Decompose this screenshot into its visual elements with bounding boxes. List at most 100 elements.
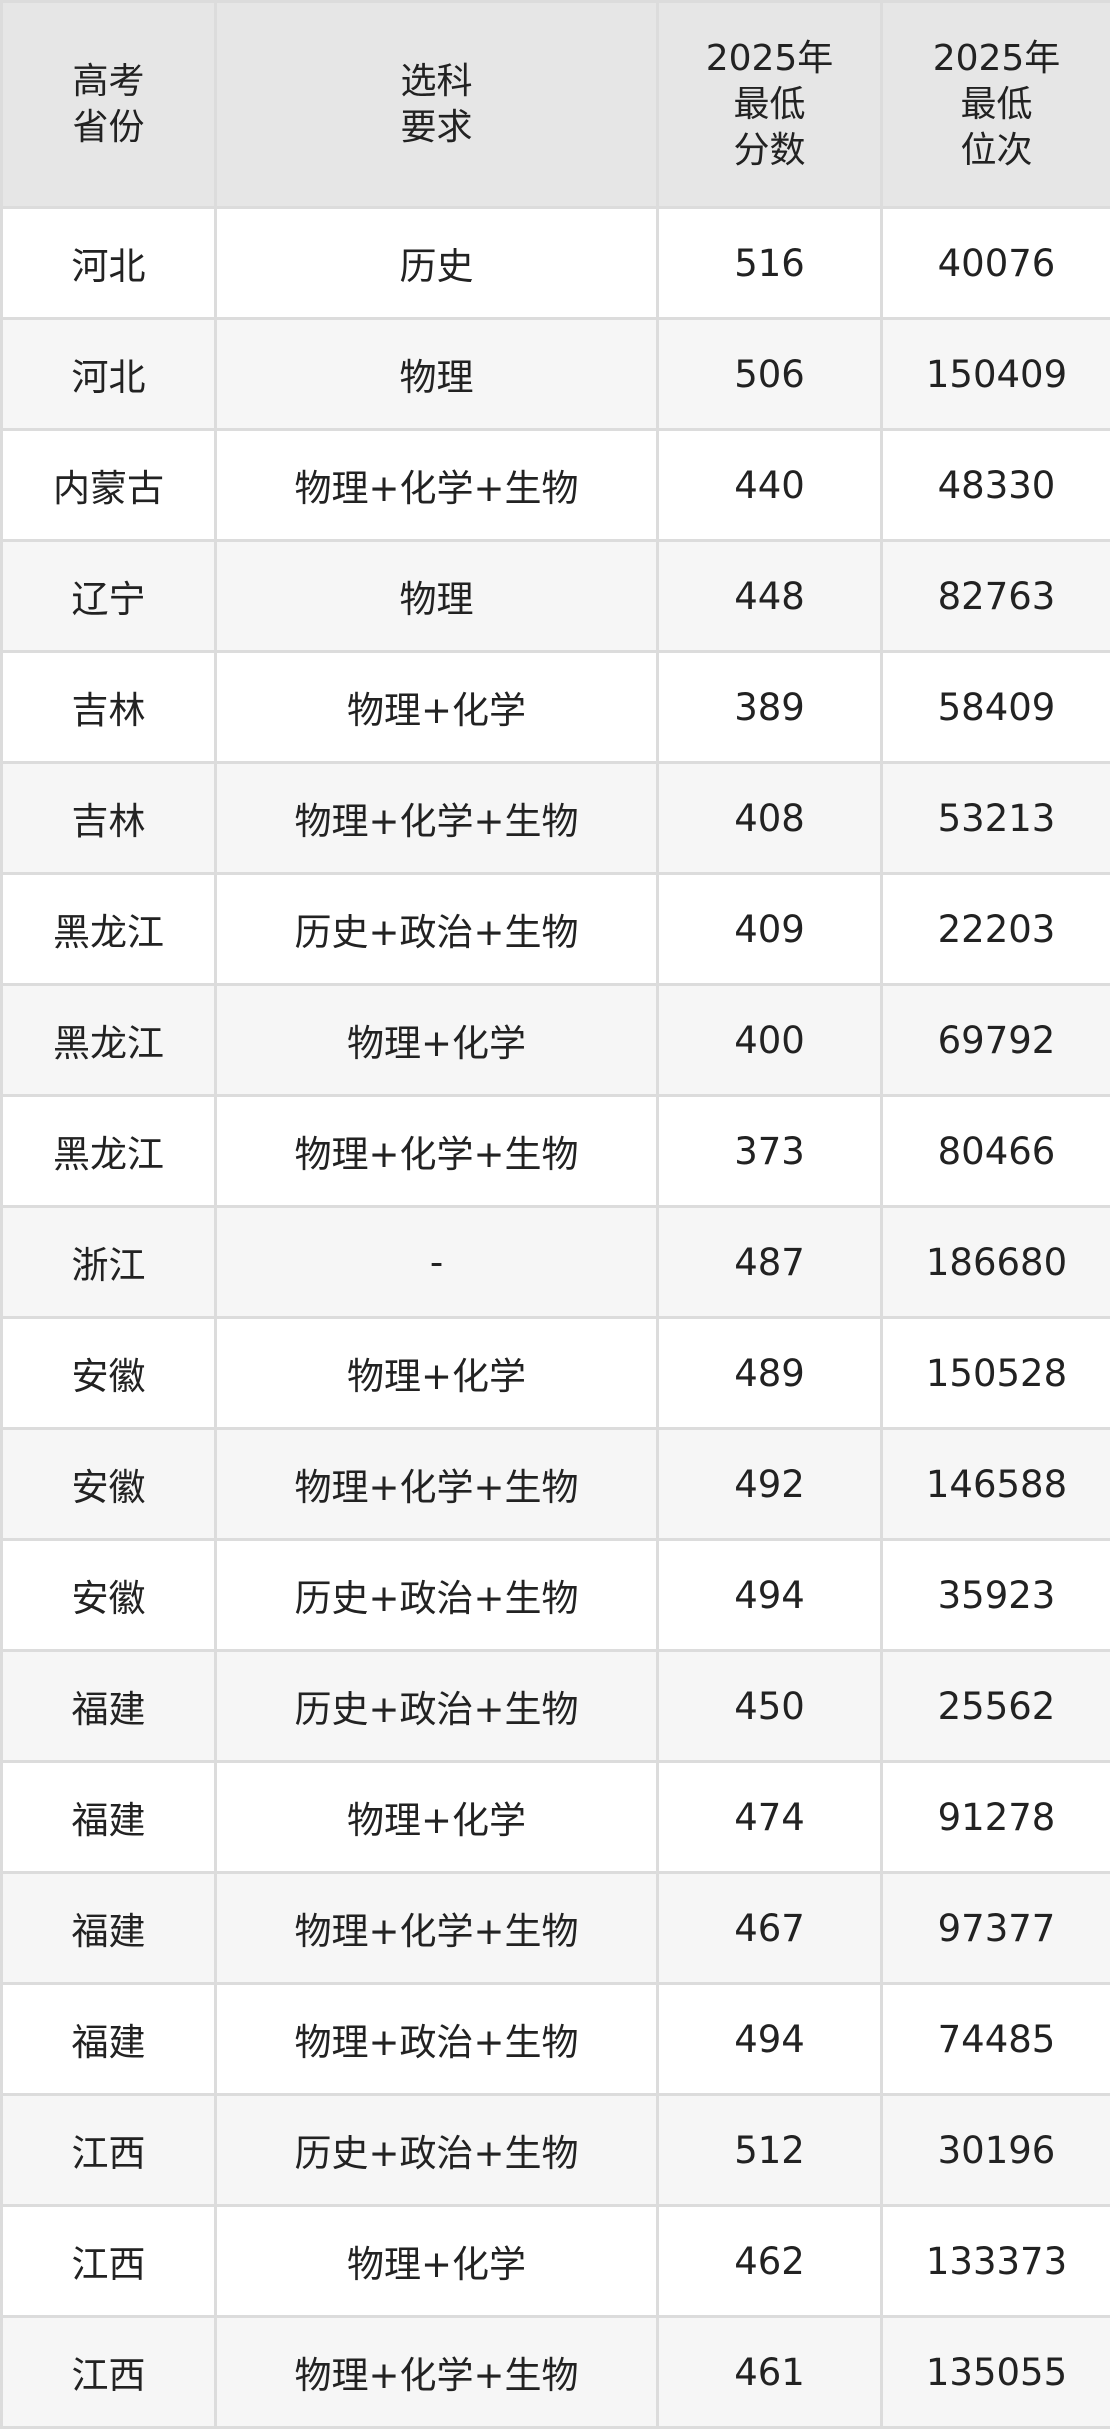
cell-min-rank: 91278	[880, 1760, 1110, 1874]
table-row: 河北 历史 516 40076	[0, 206, 1110, 320]
cell-subjects: 物理	[214, 317, 659, 431]
header-line: 最低	[733, 83, 806, 125]
header-line: 省份	[72, 106, 145, 148]
table-row: 黑龙江 物理+化学+生物 373 80466	[0, 1094, 1110, 1208]
cell-province: 河北	[0, 206, 217, 320]
table-row: 安徽 历史+政治+生物 494 35923	[0, 1538, 1110, 1652]
table-row: 江西 物理+化学+生物 461 135055	[0, 2315, 1110, 2429]
table-row: 福建 历史+政治+生物 450 25562	[0, 1649, 1110, 1763]
cell-min-rank: 150409	[880, 317, 1110, 431]
cell-min-rank: 82763	[880, 539, 1110, 653]
cell-min-score: 440	[656, 428, 883, 542]
cell-province: 黑龙江	[0, 872, 217, 986]
cell-min-rank: 133373	[880, 2204, 1110, 2318]
cell-min-rank: 25562	[880, 1649, 1110, 1763]
cell-province: 福建	[0, 1649, 217, 1763]
cell-min-score: 492	[656, 1427, 883, 1541]
cell-subjects: 物理+化学	[214, 1760, 659, 1874]
cell-min-score: 512	[656, 2093, 883, 2207]
header-line: 分数	[733, 129, 806, 171]
header-line: 选科	[400, 60, 473, 102]
table-row: 内蒙古 物理+化学+生物 440 48330	[0, 428, 1110, 542]
cell-province: 福建	[0, 1760, 217, 1874]
cell-province: 江西	[0, 2093, 217, 2207]
header-line: 要求	[400, 106, 473, 148]
cell-min-score: 400	[656, 983, 883, 1097]
table-row: 吉林 物理+化学+生物 408 53213	[0, 761, 1110, 875]
cell-min-score: 389	[656, 650, 883, 764]
table-row: 江西 物理+化学 462 133373	[0, 2204, 1110, 2318]
cell-min-rank: 48330	[880, 428, 1110, 542]
cell-subjects: 物理+化学+生物	[214, 2315, 659, 2429]
cell-province: 福建	[0, 1982, 217, 2096]
cell-min-rank: 146588	[880, 1427, 1110, 1541]
cell-province: 吉林	[0, 761, 217, 875]
table-row: 黑龙江 历史+政治+生物 409 22203	[0, 872, 1110, 986]
cell-min-score: 487	[656, 1205, 883, 1319]
cell-min-score: 489	[656, 1316, 883, 1430]
cell-min-rank: 69792	[880, 983, 1110, 1097]
cell-min-rank: 53213	[880, 761, 1110, 875]
cell-min-score: 494	[656, 1982, 883, 2096]
cell-min-score: 409	[656, 872, 883, 986]
cell-province: 江西	[0, 2204, 217, 2318]
cell-subjects: 历史+政治+生物	[214, 2093, 659, 2207]
table-row: 福建 物理+化学+生物 467 97377	[0, 1871, 1110, 1985]
cell-subjects: 物理	[214, 539, 659, 653]
cell-province: 辽宁	[0, 539, 217, 653]
header-min-rank: 2025年 最低 位次	[880, 0, 1110, 209]
cell-subjects: 物理+政治+生物	[214, 1982, 659, 2096]
cell-subjects: 物理+化学	[214, 1316, 659, 1430]
cell-min-score: 408	[656, 761, 883, 875]
cell-subjects: 物理+化学+生物	[214, 428, 659, 542]
cell-province: 江西	[0, 2315, 217, 2429]
cell-province: 浙江	[0, 1205, 217, 1319]
header-province: 高考 省份	[0, 0, 217, 209]
header-row: 高考 省份 选科 要求 2025年 最低 分数 2025年 最低 位次	[0, 0, 1110, 209]
cell-min-rank: 58409	[880, 650, 1110, 764]
table-row: 福建 物理+化学 474 91278	[0, 1760, 1110, 1874]
header-line: 最低	[960, 83, 1033, 125]
cell-min-rank: 97377	[880, 1871, 1110, 1985]
header-line: 高考	[72, 60, 145, 102]
cell-subjects: 历史+政治+生物	[214, 872, 659, 986]
cell-subjects: 历史+政治+生物	[214, 1649, 659, 1763]
cell-province: 安徽	[0, 1427, 217, 1541]
cell-province: 安徽	[0, 1538, 217, 1652]
cell-subjects: 物理+化学	[214, 983, 659, 1097]
cell-province: 河北	[0, 317, 217, 431]
cell-min-rank: 74485	[880, 1982, 1110, 2096]
header-min-score: 2025年 最低 分数	[656, 0, 883, 209]
cell-subjects: 历史	[214, 206, 659, 320]
cell-province: 黑龙江	[0, 1094, 217, 1208]
header-line: 位次	[960, 129, 1033, 171]
cell-min-score: 448	[656, 539, 883, 653]
table-row: 福建 物理+政治+生物 494 74485	[0, 1982, 1110, 2096]
cell-province: 安徽	[0, 1316, 217, 1430]
cell-min-rank: 135055	[880, 2315, 1110, 2429]
cell-province: 福建	[0, 1871, 217, 1985]
cell-min-score: 461	[656, 2315, 883, 2429]
cell-min-score: 373	[656, 1094, 883, 1208]
table-row: 浙江 -487 186680	[0, 1205, 1110, 1319]
cell-min-score: 462	[656, 2204, 883, 2318]
table-row: 安徽 物理+化学 489 150528	[0, 1316, 1110, 1430]
cell-subjects: -	[214, 1205, 659, 1319]
cell-subjects: 物理+化学+生物	[214, 761, 659, 875]
cell-min-rank: 30196	[880, 2093, 1110, 2207]
cell-min-score: 467	[656, 1871, 883, 1985]
cell-min-score: 506	[656, 317, 883, 431]
header-line: 2025年	[932, 37, 1061, 79]
cell-subjects: 物理+化学+生物	[214, 1427, 659, 1541]
cell-province: 吉林	[0, 650, 217, 764]
cell-min-rank: 40076	[880, 206, 1110, 320]
cell-min-rank: 80466	[880, 1094, 1110, 1208]
cell-min-rank: 186680	[880, 1205, 1110, 1319]
cell-subjects: 物理+化学	[214, 2204, 659, 2318]
table-row: 河北 物理 506 150409	[0, 317, 1110, 431]
table-row: 黑龙江 物理+化学 400 69792	[0, 983, 1110, 1097]
cell-min-score: 516	[656, 206, 883, 320]
header-line: 2025年	[705, 37, 834, 79]
cell-min-score: 494	[656, 1538, 883, 1652]
